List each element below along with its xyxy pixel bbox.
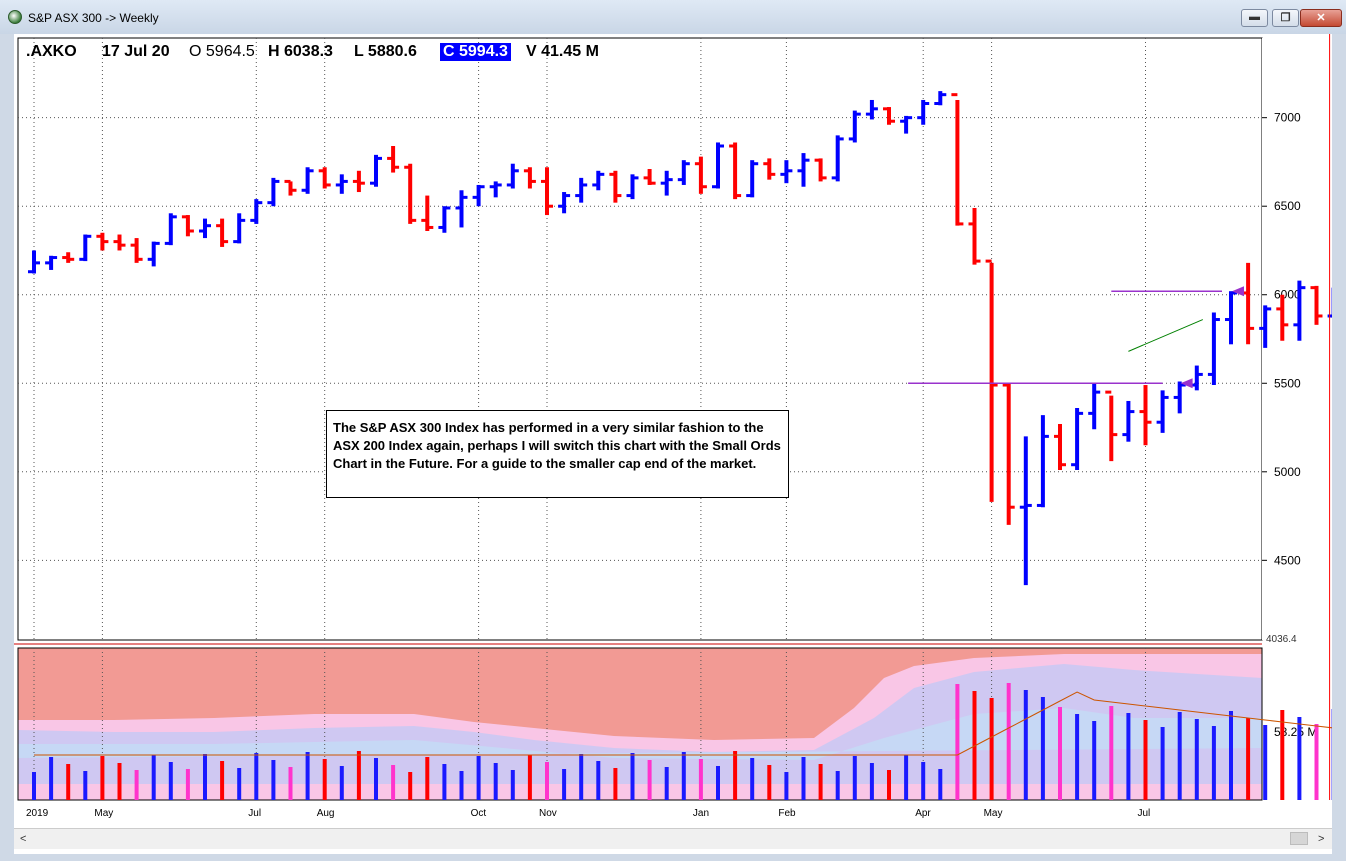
low-label: L 5880.6 bbox=[354, 43, 417, 60]
y-bottom-value: 4036.4 bbox=[1266, 634, 1297, 645]
y-tick-label: 5500 bbox=[1274, 376, 1301, 390]
support-arrow-icon bbox=[1180, 378, 1193, 389]
volume-moving-average bbox=[34, 691, 1332, 756]
close-button[interactable]: ✕ bbox=[1300, 9, 1342, 27]
volume-axis-label: 58.25 M bbox=[1274, 725, 1317, 739]
price-chart[interactable]: 2019 May Jul Aug Oct Nov Jan Feb Apr May Jul 7000 65… bbox=[14, 34, 1332, 828]
x-tick-label: Jul bbox=[248, 808, 261, 819]
volume-band-inner bbox=[18, 708, 1262, 760]
window-title: S&P ASX 300 -> Weekly bbox=[28, 11, 159, 25]
x-tick-label: Apr bbox=[915, 808, 931, 819]
volume-readout: V 41.45 M bbox=[526, 43, 599, 60]
x-tick-label: Jan bbox=[693, 808, 709, 819]
restore-icon: ❐ bbox=[1280, 12, 1291, 24]
chart-annotation: The S&P ASX 300 Index has performed in a… bbox=[326, 410, 789, 498]
date-label: 17 Jul 20 bbox=[102, 43, 170, 60]
x-tick-label: Aug bbox=[317, 808, 335, 819]
restore-button[interactable]: ❐ bbox=[1272, 9, 1299, 27]
x-tick-label: May bbox=[94, 808, 113, 819]
y-tick-label: 4500 bbox=[1274, 553, 1301, 567]
price-axis-area bbox=[1262, 38, 1332, 640]
volume-plot-area bbox=[17, 647, 1263, 801]
volume-band-upper bbox=[18, 648, 1262, 740]
open-label: O 5964.5 bbox=[189, 43, 255, 60]
x-tick-label: 2019 bbox=[26, 808, 49, 819]
close-price-label: C 5994.3 bbox=[440, 43, 511, 61]
x-tick-label: Jul bbox=[1138, 808, 1151, 819]
chart-client-area: 2019 May Jul Aug Oct Nov Jan Feb Apr May Jul 7000 65… bbox=[14, 34, 1332, 854]
x-tick-label: May bbox=[984, 808, 1003, 819]
scroll-thumb[interactable] bbox=[1290, 832, 1308, 845]
symbol-label: .AXKO bbox=[26, 43, 77, 60]
price-plot-area bbox=[17, 37, 1263, 641]
rising-support-line bbox=[1128, 319, 1203, 352]
minimize-button[interactable]: ▬ bbox=[1241, 9, 1268, 27]
high-label: H 6038.3 bbox=[268, 43, 333, 60]
horizontal-scrollbar[interactable]: < > bbox=[14, 828, 1332, 849]
y-tick-label: 6500 bbox=[1274, 199, 1301, 213]
minimize-icon: ▬ bbox=[1249, 11, 1260, 23]
app-icon bbox=[8, 10, 22, 24]
scroll-right-icon[interactable]: > bbox=[1318, 833, 1325, 845]
x-tick-label: Oct bbox=[471, 808, 487, 819]
x-tick-label: Nov bbox=[539, 808, 557, 819]
window-titlebar: S&P ASX 300 -> Weekly ▬ ❐ ✕ bbox=[0, 0, 1346, 34]
close-icon: ✕ bbox=[1316, 12, 1326, 24]
scroll-left-icon[interactable]: < bbox=[20, 833, 27, 845]
y-tick-label: 6000 bbox=[1274, 288, 1301, 302]
y-tick-label: 7000 bbox=[1274, 111, 1301, 125]
y-tick-label: 5000 bbox=[1274, 465, 1301, 479]
resistance-arrow-icon bbox=[1232, 286, 1244, 297]
x-tick-label: Feb bbox=[778, 808, 796, 819]
